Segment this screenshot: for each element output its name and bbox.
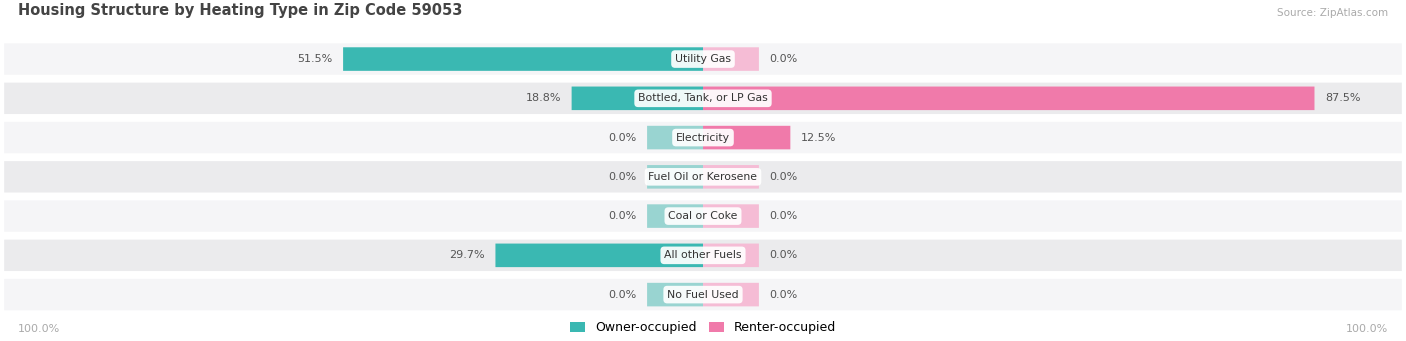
FancyBboxPatch shape [343, 47, 703, 71]
Text: Fuel Oil or Kerosene: Fuel Oil or Kerosene [648, 172, 758, 182]
Text: Source: ZipAtlas.com: Source: ZipAtlas.com [1277, 8, 1388, 18]
Text: 0.0%: 0.0% [769, 250, 797, 260]
Text: 0.0%: 0.0% [609, 133, 637, 143]
Text: 29.7%: 29.7% [450, 250, 485, 260]
FancyBboxPatch shape [703, 126, 790, 149]
Text: Electricity: Electricity [676, 133, 730, 143]
FancyBboxPatch shape [703, 283, 759, 306]
FancyBboxPatch shape [4, 83, 1402, 114]
Text: 18.8%: 18.8% [526, 93, 561, 103]
FancyBboxPatch shape [572, 87, 703, 110]
Text: 0.0%: 0.0% [769, 172, 797, 182]
FancyBboxPatch shape [4, 279, 1402, 310]
FancyBboxPatch shape [4, 201, 1402, 232]
FancyBboxPatch shape [4, 43, 1402, 75]
Text: 12.5%: 12.5% [801, 133, 837, 143]
FancyBboxPatch shape [647, 204, 703, 228]
Text: 100.0%: 100.0% [1346, 324, 1388, 334]
FancyBboxPatch shape [703, 243, 759, 267]
Text: 0.0%: 0.0% [609, 172, 637, 182]
FancyBboxPatch shape [703, 87, 1315, 110]
Text: 87.5%: 87.5% [1324, 93, 1361, 103]
FancyBboxPatch shape [4, 240, 1402, 271]
Legend: Owner-occupied, Renter-occupied: Owner-occupied, Renter-occupied [565, 316, 841, 339]
FancyBboxPatch shape [647, 165, 703, 189]
Text: 0.0%: 0.0% [609, 290, 637, 300]
FancyBboxPatch shape [495, 243, 703, 267]
FancyBboxPatch shape [703, 47, 759, 71]
FancyBboxPatch shape [703, 204, 759, 228]
FancyBboxPatch shape [4, 122, 1402, 153]
Text: Coal or Coke: Coal or Coke [668, 211, 738, 221]
Text: All other Fuels: All other Fuels [664, 250, 742, 260]
FancyBboxPatch shape [647, 126, 703, 149]
FancyBboxPatch shape [703, 165, 759, 189]
Text: Utility Gas: Utility Gas [675, 54, 731, 64]
Text: 51.5%: 51.5% [297, 54, 333, 64]
Text: Bottled, Tank, or LP Gas: Bottled, Tank, or LP Gas [638, 93, 768, 103]
FancyBboxPatch shape [647, 283, 703, 306]
Text: 100.0%: 100.0% [18, 324, 60, 334]
Text: No Fuel Used: No Fuel Used [668, 290, 738, 300]
Text: 0.0%: 0.0% [769, 54, 797, 64]
FancyBboxPatch shape [4, 161, 1402, 193]
Text: 0.0%: 0.0% [769, 290, 797, 300]
Text: 0.0%: 0.0% [609, 211, 637, 221]
Text: Housing Structure by Heating Type in Zip Code 59053: Housing Structure by Heating Type in Zip… [18, 3, 463, 18]
Text: 0.0%: 0.0% [769, 211, 797, 221]
